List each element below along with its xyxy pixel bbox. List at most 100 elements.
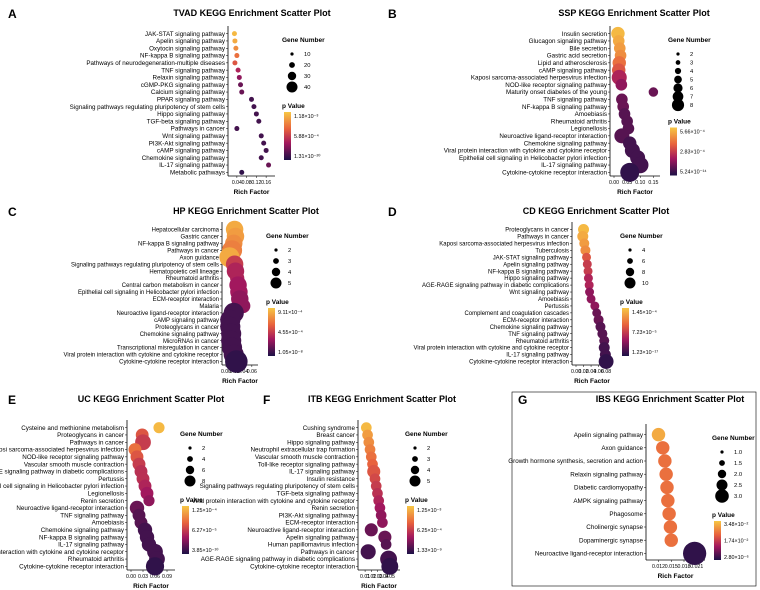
category-label: Signaling pathways regulating pluripoten… — [200, 483, 355, 490]
size-legend-title: Gene Number — [180, 431, 223, 438]
size-legend-title: Gene Number — [668, 37, 711, 44]
size-legend-label: 3 — [288, 259, 291, 265]
size-legend-title: Gene Number — [712, 435, 755, 442]
category-label: Relaxin signaling pathway — [570, 471, 644, 478]
size-legend-dot — [671, 98, 685, 112]
color-legend-title: p Value — [282, 103, 305, 110]
color-legend-bar — [268, 308, 275, 356]
category-label: Viral protein interaction with cytokine … — [414, 346, 570, 352]
color-legend-label: 4.55×10⁻⁴ — [278, 330, 303, 336]
category-label: Viral protein interaction with cytokine … — [0, 549, 124, 556]
data-point — [263, 147, 269, 153]
size-legend-label: 2 — [288, 248, 291, 254]
data-point — [664, 533, 678, 547]
category-label: NF-kappa B signaling pathway — [488, 269, 569, 275]
data-point — [381, 557, 399, 575]
category-label: Wnt signaling pathway — [509, 290, 569, 296]
x-axis-label: Rich Factor — [234, 189, 270, 196]
category-label: Gastric cancer — [181, 235, 219, 241]
chart-title: CD KEGG Enrichment Scatter Plot — [523, 206, 670, 216]
size-legend-dot — [673, 83, 683, 93]
category-label: ECM-receptor interaction — [153, 297, 219, 303]
category-label: Chemokine signaling pathway — [41, 527, 125, 534]
category-label: JAK-STAT signaling pathway — [493, 255, 569, 261]
color-legend-label: 1.45×10⁻⁴ — [632, 310, 657, 316]
category-label: Epithelial cell signaling in Helicobacte… — [78, 290, 219, 296]
color-legend-title: p Value — [620, 299, 643, 306]
category-label: Metabolic pathways — [170, 170, 225, 177]
data-point — [659, 467, 673, 481]
data-point — [584, 280, 594, 290]
x-axis-label: Rich Factor — [617, 189, 653, 196]
category-label: Proteoglycans in cancer — [505, 228, 569, 234]
color-legend-label: 5.88×10⁻⁴ — [294, 134, 319, 140]
data-point — [656, 441, 670, 455]
color-legend-label: 1.05×10⁻⁸ — [278, 350, 303, 356]
x-tick-label: 0.06 — [594, 369, 604, 375]
category-label: Kaposi sarcoma-associated herpesvirus in… — [439, 241, 569, 247]
category-label: Apelin signaling pathway — [503, 262, 569, 268]
category-label: MicroRNAs in cancer — [163, 339, 219, 345]
category-label: NOD-like receptor signaling pathway — [505, 82, 608, 89]
size-legend-label: 4 — [202, 457, 206, 463]
x-tick-label: 0.01 — [360, 574, 370, 580]
color-legend-label: 2.83×10⁻⁴ — [680, 150, 705, 156]
x-tick-label: 0.00 — [126, 574, 136, 580]
data-point — [232, 38, 238, 44]
panel-f: F ITB KEGG Enrichment Scatter Plot Cushing… — [192, 393, 456, 590]
x-axis-label: Rich Factor — [574, 378, 610, 385]
category-label: Kaposi sarcoma-associated herpesvirus in… — [471, 75, 608, 82]
category-label: Rheumatoid arthritis — [551, 118, 607, 125]
category-label: Signaling pathways regulating pluripoten… — [70, 104, 225, 111]
category-label: Cushing syndrome — [303, 425, 356, 432]
category-label: Calcium signaling pathway — [151, 89, 226, 96]
category-label: Cytokine-cytokine receptor interaction — [250, 564, 355, 571]
data-point — [256, 118, 262, 124]
category-label: Proteoglycans in cancer — [57, 432, 124, 439]
size-legend-dot — [287, 71, 297, 81]
color-legend-bar — [622, 308, 629, 356]
panel-letter: F — [263, 393, 270, 407]
category-label: Pathways in cancer — [517, 235, 569, 241]
size-legend-label: 10 — [642, 281, 648, 287]
x-axis-label: Rich Factor — [133, 583, 169, 590]
category-label: Pathways in cancer — [301, 549, 355, 556]
color-legend-label: 5.66×10⁻⁴ — [680, 129, 705, 135]
size-legend-label: 4 — [288, 270, 292, 276]
size-legend-label: 2 — [202, 446, 205, 452]
category-label: Human papillomavirus infection — [268, 542, 356, 549]
category-label: Chemokine signaling pathway — [140, 332, 219, 338]
x-tick-label: 0.05 — [622, 180, 632, 186]
category-label: Axon guidance — [601, 445, 643, 452]
category-label: Hippo signaling pathway — [287, 439, 356, 446]
x-tick-label: 0.02 — [578, 369, 588, 375]
size-legend-dot — [675, 60, 681, 65]
x-tick-label: 0.15 — [648, 180, 658, 186]
size-legend-label: 1.5 — [734, 461, 742, 467]
size-legend-label: 10 — [304, 52, 310, 58]
data-point — [239, 89, 245, 95]
chart-title: UC KEGG Enrichment Scatter Plot — [78, 394, 225, 404]
data-point — [658, 454, 672, 468]
category-label: AGE-RAGE signaling pathway in diabetic c… — [201, 556, 355, 563]
category-label: Complement and coagulation cascades — [464, 311, 569, 317]
category-label: Pertussis — [544, 304, 569, 310]
size-legend-label: 2 — [427, 446, 430, 452]
category-label: Toll-like receptor signaling pathway — [258, 461, 356, 468]
category-label: Rheumatoid arthritis — [166, 276, 219, 282]
x-tick-label: 0.12 — [251, 180, 261, 186]
color-legend-label: 1.25×10⁻³ — [417, 508, 441, 514]
category-label: JAK-STAT signaling pathway — [145, 31, 226, 38]
size-legend-title: Gene Number — [282, 37, 325, 44]
size-legend-dot — [290, 52, 294, 56]
category-label: Breast cancer — [316, 432, 355, 439]
size-legend-dot — [185, 465, 195, 475]
category-label: PPAR signaling pathway — [157, 97, 226, 104]
category-label: Hematopoietic cell lineage — [149, 269, 219, 275]
size-legend-dot — [187, 456, 193, 462]
panel-letter: E — [8, 393, 16, 407]
color-legend-bar — [407, 506, 414, 554]
category-label: Insulin resistance — [307, 476, 356, 483]
panel-g: G IBS KEGG Enrichment Scatter Plot Apelin … — [508, 393, 755, 580]
